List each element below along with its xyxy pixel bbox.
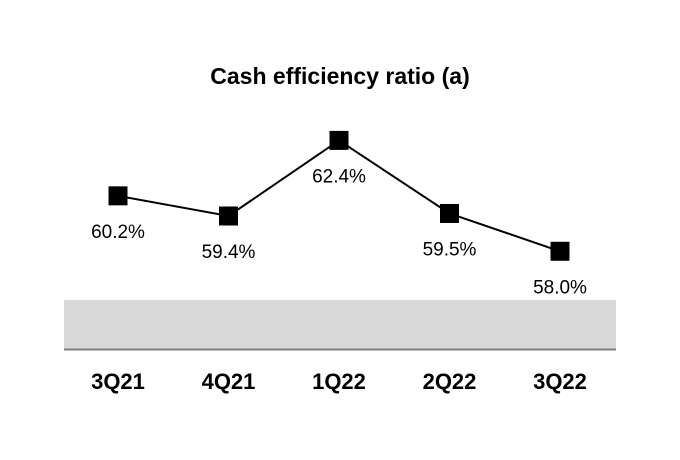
x-tick-3q21: 3Q21 [91, 369, 145, 394]
markers-group [108, 130, 570, 261]
data-labels-group: 60.2% 59.4% 62.4% 59.5% 58.0% [91, 166, 587, 298]
data-label-3q22: 58.0% [533, 277, 587, 298]
marker-1q22 [329, 130, 349, 150]
marker-3q21 [108, 186, 128, 206]
marker-2q22 [440, 203, 459, 223]
data-label-3q21: 60.2% [91, 222, 145, 243]
series-line [117, 139, 561, 253]
data-label-1q22: 62.4% [312, 166, 366, 187]
x-tick-4q21: 4Q21 [202, 369, 256, 394]
x-tick-labels-group: 3Q21 4Q21 1Q22 2Q22 3Q22 [91, 369, 587, 394]
data-label-4q21: 59.4% [202, 242, 256, 263]
x-tick-2q22: 2Q22 [423, 369, 477, 394]
x-tick-1q22: 1Q22 [312, 369, 366, 394]
marker-3q22 [550, 241, 570, 261]
x-tick-3q22: 3Q22 [533, 369, 587, 394]
shaded-band [64, 300, 616, 349]
chart-title: Cash efficiency ratio (a) [210, 63, 469, 89]
marker-4q21 [219, 206, 238, 226]
data-label-2q22: 59.5% [423, 239, 477, 260]
